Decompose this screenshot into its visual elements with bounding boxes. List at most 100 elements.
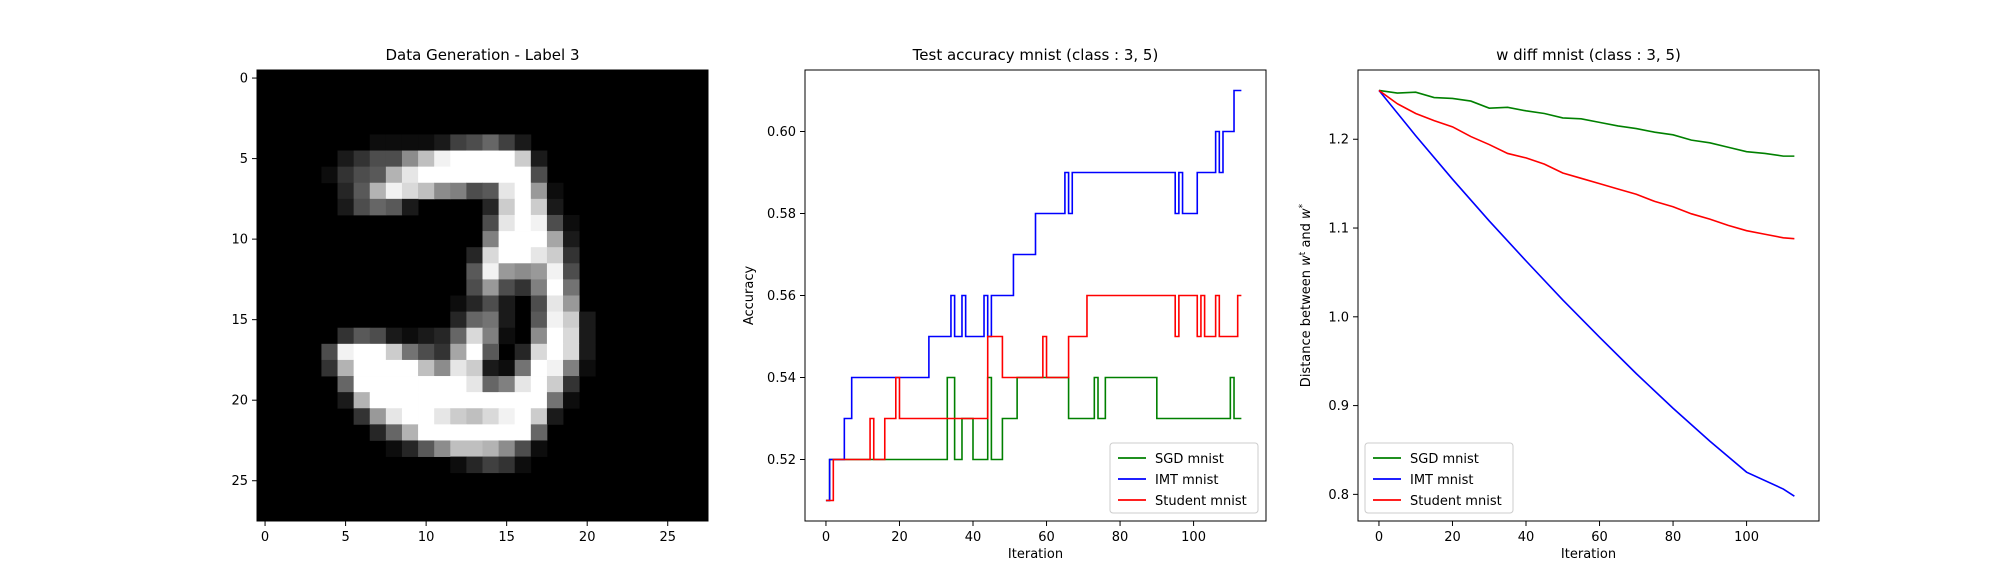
- image-pixel: [369, 150, 387, 168]
- image-pixel: [434, 182, 451, 200]
- image-frame: [256, 69, 709, 522]
- image-pixel: [450, 376, 467, 393]
- image-pixel: [498, 263, 516, 280]
- image-pixel: [434, 166, 451, 184]
- image-pixel: [450, 166, 467, 184]
- image-pixel: [530, 263, 548, 280]
- wdiff-plot-frame: [1357, 69, 1820, 522]
- image-pixel: [514, 376, 532, 393]
- image-pixel: [482, 150, 500, 168]
- image-pixel: [514, 408, 532, 425]
- image-pixel: [466, 263, 483, 280]
- wdiff-y-axis-label-part: and: [1299, 219, 1314, 252]
- image-pixel: [353, 359, 371, 377]
- image-pixel: [434, 134, 451, 151]
- image-x-ticks: 0 5 10 15 20 25: [261, 521, 676, 545]
- image-pixel: [466, 182, 483, 200]
- wdiff-legend-label-sgd: SGD mnist: [1410, 452, 1479, 467]
- image-pixel: [418, 359, 435, 377]
- image-pixel: [498, 440, 516, 457]
- accuracy-x-tick-label: 100: [1181, 530, 1206, 545]
- image-pixel: [514, 343, 532, 361]
- wdiff-legend-box: [1364, 442, 1514, 514]
- image-pixel: [450, 150, 467, 168]
- image-pixel: [385, 198, 403, 216]
- image-y-ticks: 0 5 10 15 20 25: [231, 72, 257, 489]
- image-pixel: [337, 359, 355, 377]
- image-pixel: [546, 359, 564, 377]
- image-pixel: [514, 214, 532, 232]
- image-pixel: [450, 295, 467, 313]
- accuracy-y-tick-label: 0.54: [767, 371, 796, 386]
- image-y-tick-label: 25: [231, 474, 248, 489]
- image-pixel: [369, 343, 387, 361]
- image-pixel: [546, 295, 564, 313]
- image-pixel: [353, 150, 371, 168]
- accuracy-panel: Test accuracy mnist (class : 3, 5) 0 20 40…: [742, 46, 1267, 562]
- image-pixel: [514, 134, 532, 151]
- image-pixel: [337, 166, 355, 184]
- image-pixel: [466, 247, 483, 264]
- image-pixel: [530, 150, 548, 168]
- image-pixel: [369, 424, 387, 441]
- image-pixel: [401, 392, 419, 409]
- image-pixel: [450, 456, 467, 474]
- image-y-tick-label: 10: [231, 233, 248, 248]
- wdiff-legend-label-student: Student mnist: [1410, 494, 1502, 509]
- image-pixel: [514, 440, 532, 457]
- image-y-tick-label: 0: [240, 72, 248, 87]
- accuracy-legend: SGD mnist IMT mnist Student mnist: [1109, 442, 1259, 514]
- accuracy-legend-label-sgd: SGD mnist: [1155, 452, 1224, 467]
- image-pixel: [466, 424, 483, 441]
- image-pixel: [450, 408, 467, 425]
- accuracy-y-tick-label: 0.52: [767, 453, 796, 468]
- image-pixel: [337, 182, 355, 200]
- image-pixel: [546, 311, 564, 329]
- image-pixel: [385, 359, 403, 377]
- image-pixel: [434, 376, 451, 393]
- image-pixel: [450, 440, 467, 457]
- image-pixel: [401, 343, 419, 361]
- accuracy-y-tick-label: 0.60: [767, 125, 796, 140]
- image-pixel: [385, 343, 403, 361]
- image-pixel: [466, 166, 483, 184]
- wdiff-y-axis-label-part: *: [1298, 203, 1308, 208]
- image-pixel: [563, 343, 580, 361]
- image-pixel: [530, 424, 548, 441]
- image-pixel: [369, 134, 387, 151]
- image-pixel: [546, 231, 564, 248]
- image-pixel: [530, 440, 548, 457]
- image-pixel: [369, 376, 387, 393]
- accuracy-x-tick-label: 40: [965, 530, 982, 545]
- image-pixel: [563, 359, 580, 377]
- image-pixel: [401, 408, 419, 425]
- image-pixel: [466, 359, 483, 377]
- image-pixel: [514, 166, 532, 184]
- image-pixel: [482, 231, 500, 248]
- image-pixel: [530, 295, 548, 313]
- image-pixel: [385, 182, 403, 200]
- image-pixel: [514, 279, 532, 296]
- image-pixel: [353, 392, 371, 409]
- image-pixel: [337, 376, 355, 393]
- image-pixel: [563, 231, 580, 248]
- image-pixel: [466, 134, 483, 151]
- image-pixel: [498, 182, 516, 200]
- image-pixel: [434, 408, 451, 425]
- image-pixel: [546, 182, 564, 200]
- image-pixel: [546, 376, 564, 393]
- image-pixel: [498, 424, 516, 441]
- image-pixel: [450, 327, 467, 345]
- image-pixel: [418, 408, 435, 425]
- image-pixel: [385, 150, 403, 168]
- image-y-tick-label: 15: [231, 313, 248, 328]
- image-pixel: [418, 150, 435, 168]
- image-x-tick-label: 5: [341, 530, 349, 545]
- image-pixel: [353, 327, 371, 345]
- wdiff-x-tick-label: 100: [1734, 530, 1759, 545]
- image-pixel: [514, 456, 532, 474]
- accuracy-x-tick-label: 80: [1112, 530, 1129, 545]
- image-pixel: [514, 359, 532, 377]
- image-pixel: [498, 327, 516, 345]
- image-pixel: [418, 343, 435, 361]
